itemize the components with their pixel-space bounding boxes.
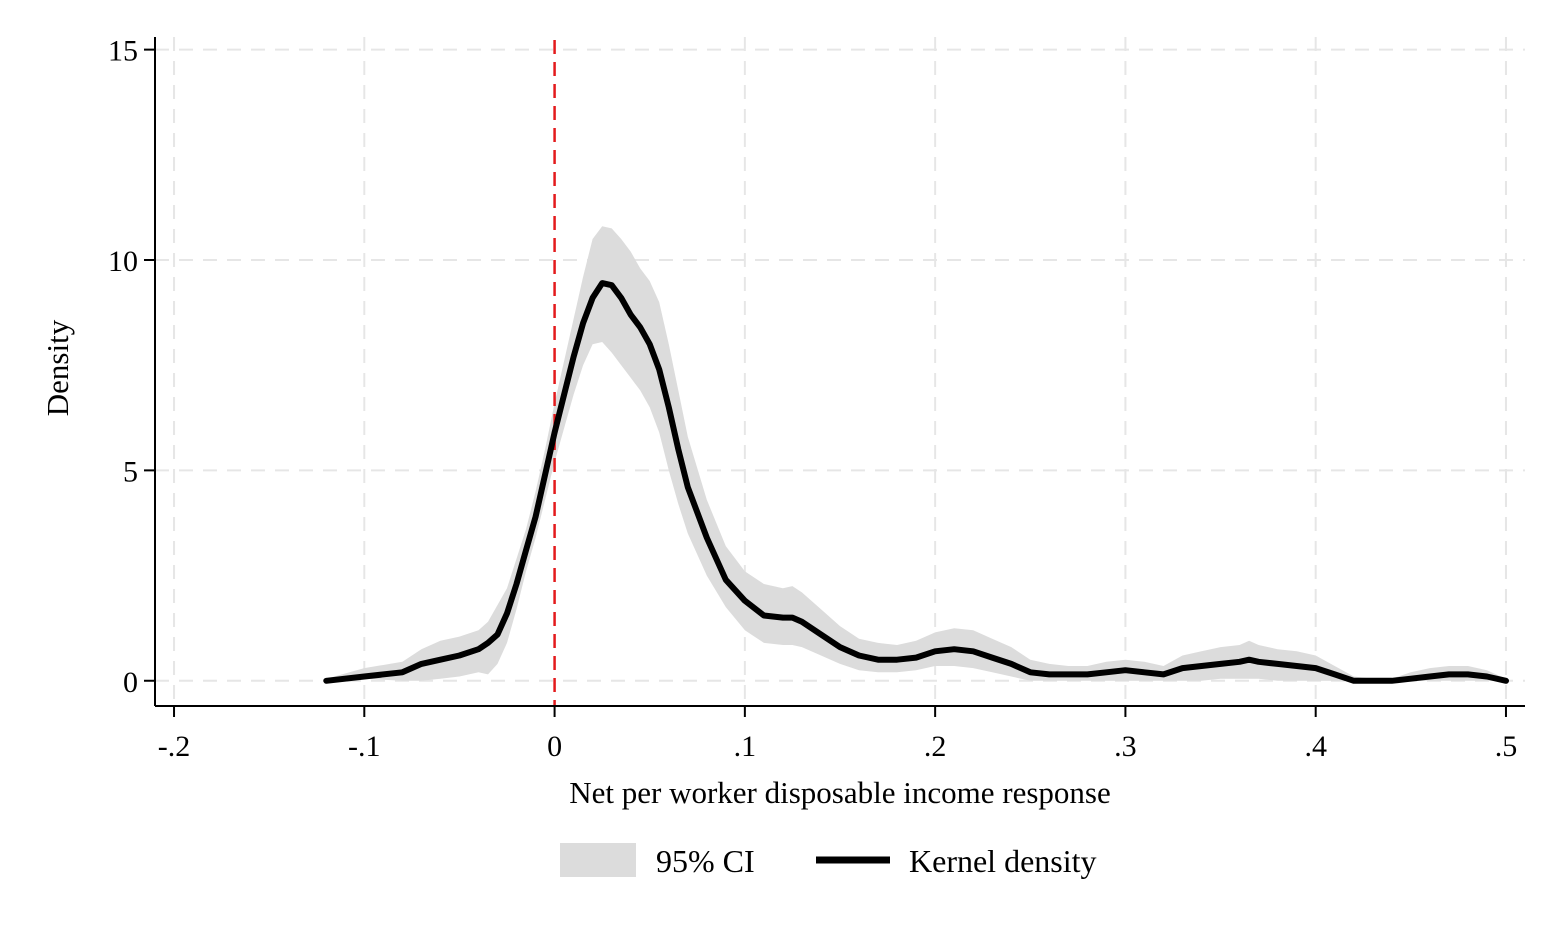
x-ticks: -.2 -.1 0 .1 .2 .3 .4 .5 [158,706,1517,763]
x-tick-label-4: .2 [924,730,947,763]
y-tick-label-3: 15 [108,35,138,68]
x-tick-label-1: -.1 [348,730,381,763]
y-ticks: 0 5 10 15 [108,35,155,699]
ci-band [326,226,1506,681]
x-tick-label-0: -.2 [158,730,191,763]
grid [155,37,1525,706]
y-tick-label-1: 5 [123,455,138,488]
kernel-density-line [323,280,1509,684]
x-tick-label-2: 0 [547,730,562,763]
x-axis-title: Net per worker disposable income respons… [569,775,1110,810]
density-line-layer [323,280,1509,684]
legend-label-ci: 95% CI [656,843,755,879]
legend-label-kernel-density: Kernel density [909,843,1097,879]
x-tick-label-3: .1 [734,730,757,763]
axes [154,37,1525,707]
x-tick-label-6: .4 [1304,730,1327,763]
ci-band-layer [326,226,1506,681]
y-tick-label-0: 0 [123,666,138,699]
y-axis-title: Density [40,319,75,416]
x-tick-label-7: .5 [1495,730,1518,763]
y-tick-label-2: 10 [108,245,138,278]
legend: 95% CI Kernel density [560,843,1097,879]
legend-swatch-ci [560,843,636,877]
x-tick-label-5: .3 [1114,730,1137,763]
